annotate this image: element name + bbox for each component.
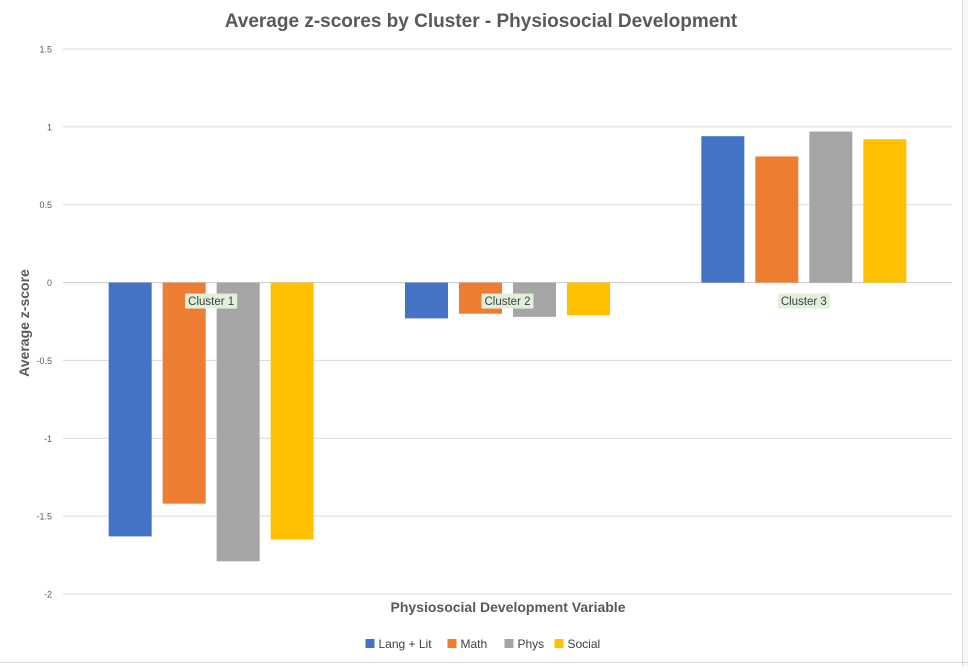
y-tick-label: 1.5 bbox=[39, 45, 52, 55]
category-label: Cluster 1 bbox=[188, 296, 234, 308]
y-tick-label: -0.5 bbox=[36, 356, 52, 366]
category-label: Cluster 2 bbox=[484, 296, 530, 308]
legend: Lang + Lit Math Phys Social bbox=[365, 637, 601, 651]
y-tick-label: -1 bbox=[44, 434, 52, 444]
y-tick-label: -1.5 bbox=[36, 512, 52, 522]
category-label-bg bbox=[185, 293, 238, 309]
y-tick-label: 0.5 bbox=[39, 200, 52, 210]
category-label: Cluster 3 bbox=[781, 296, 827, 308]
bar bbox=[270, 282, 314, 540]
y-tick-label: -2 bbox=[44, 590, 52, 600]
y-tick-label: 0 bbox=[47, 278, 52, 288]
bar bbox=[108, 282, 152, 537]
legend-swatch bbox=[447, 639, 457, 648]
bottom-edge-divider bbox=[0, 662, 968, 667]
legend-swatch bbox=[504, 639, 514, 648]
bar bbox=[162, 282, 206, 504]
category-labels: Cluster 1 Cluster 2 Cluster 3 bbox=[185, 293, 830, 309]
legend-label: Social bbox=[568, 637, 601, 651]
category-label-bg bbox=[777, 293, 830, 309]
bar bbox=[809, 131, 853, 283]
legend-label: Phys bbox=[518, 637, 545, 651]
right-edge-divider bbox=[962, 0, 968, 666]
bar bbox=[405, 282, 448, 319]
y-axis-ticks: -2 -1.5 -1 -0.5 0 0.5 1 1.5 bbox=[36, 45, 52, 600]
bar bbox=[567, 282, 610, 316]
legend-swatch bbox=[554, 639, 564, 648]
legend-swatch bbox=[365, 639, 375, 648]
gridlines bbox=[63, 48, 952, 595]
bars bbox=[108, 131, 907, 562]
bar bbox=[755, 156, 799, 283]
legend-label: Math bbox=[461, 637, 488, 651]
y-tick-label: 1 bbox=[47, 122, 52, 132]
bar bbox=[216, 282, 260, 562]
x-axis-label: Physiosocial Development Variable bbox=[391, 599, 626, 615]
bar bbox=[701, 136, 745, 283]
bar bbox=[863, 139, 907, 283]
category-label-bg bbox=[481, 293, 534, 309]
legend-label: Lang + Lit bbox=[379, 637, 433, 651]
chart-title: Average z-scores by Cluster - Physiosoci… bbox=[225, 11, 738, 32]
y-axis-label: Average z-score bbox=[16, 269, 32, 377]
